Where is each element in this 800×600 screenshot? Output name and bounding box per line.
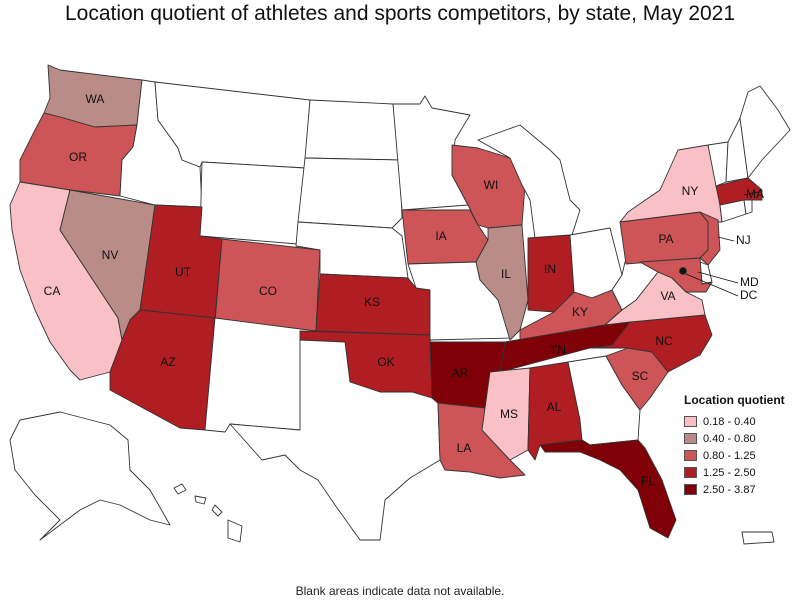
state-mn [392,95,471,211]
leader-line-dc [685,273,739,297]
legend-item: 0.80 - 1.25 [684,447,796,464]
state-label-wi: WI [484,178,499,192]
legend-range: 2.50 - 3.87 [703,483,756,496]
state-label-al: AL [547,400,562,414]
state-label-ia: IA [435,229,446,243]
legend: Location quotient 0.18 - 0.40 0.40 - 0.80… [684,393,796,498]
state-label-in: IN [544,262,556,276]
state-label-az: AZ [160,355,175,369]
state-ri [743,199,753,215]
state-label-nv: NV [102,248,119,262]
state-nj [699,211,721,266]
state-pr [741,531,775,545]
state-label-sc: SC [632,369,649,383]
legend-item: 0.40 - 0.80 [684,430,796,447]
state-label-ny: NY [682,184,699,198]
state-label-il: IL [501,267,511,281]
state-label-ar: AR [452,366,469,380]
state-ak [9,411,171,541]
legend-rows: 0.18 - 0.40 0.40 - 0.80 0.80 - 1.25 1.25 - … [684,413,796,498]
leader-line-nj [717,236,735,242]
state-label-tn: TN [550,343,566,357]
state-mi [477,124,581,239]
footnote: Blank areas indicate data not available. [295,584,505,598]
legend-item: 2.50 - 3.87 [684,481,796,498]
state-me [739,85,791,179]
state-md [639,257,713,293]
state-nd [304,99,401,161]
state-ny [619,144,723,223]
legend-swatch [684,416,697,427]
leader-line-ma [743,191,761,196]
state-label-co: CO [259,284,277,298]
state-label-dc: DC [740,288,758,302]
state-sd [297,157,403,229]
state-fl [539,439,677,539]
state-label-wa: WA [86,92,105,106]
state-label-ut: UT [175,265,192,279]
state-label-ok: OK [377,355,394,369]
leader-line-md [697,271,739,284]
state-label-ca: CA [44,284,61,298]
state-label-nc: NC [655,334,673,348]
legend-range: 1.25 - 2.50 [703,466,756,479]
state-label-nj: NJ [736,233,751,247]
legend-swatch [684,467,697,478]
state-label-la: LA [457,441,472,455]
legend-range: 0.40 - 0.80 [703,432,756,445]
state-il [475,224,529,341]
state-nm [204,317,317,433]
map-title: Location quotient of athletes and sports… [64,2,736,25]
legend-item: 1.25 - 2.50 [684,464,796,481]
legend-swatch [684,484,697,495]
state-tx [229,339,441,541]
state-hi [173,483,243,543]
state-wy [199,161,306,245]
state-label-ks: KS [364,295,380,309]
state-label-ma: MA [746,187,764,201]
legend-range: 0.18 - 0.40 [703,415,756,428]
state-dc [679,267,687,275]
state-label-va: VA [660,289,675,303]
state-label-ky: KY [572,305,588,319]
legend-range: 0.80 - 1.25 [703,449,756,462]
legend-swatch [684,450,697,461]
state-label-or: OR [69,150,87,164]
legend-swatch [684,433,697,444]
legend-item: 0.18 - 0.40 [684,413,796,430]
state-label-fl: FL [641,474,655,488]
state-label-ms: MS [500,407,518,421]
legend-title: Location quotient [684,393,785,407]
state-label-pa: PA [658,232,673,246]
state-label-md: MD [740,275,759,289]
